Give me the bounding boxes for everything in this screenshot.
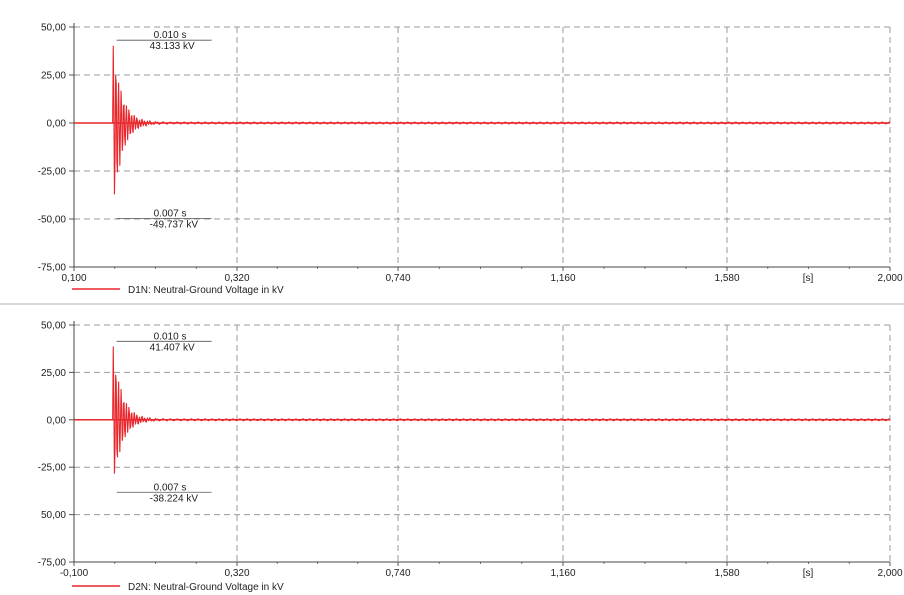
panel-divider [0,303,904,305]
y-tick-label: -50,00 [38,215,67,226]
annotation-time: 0.007 s [154,208,187,219]
annotation-value: 41.407 kV [150,342,195,353]
x-tick-label: -0,100 [60,568,89,579]
y-tick-label: -75,00 [38,263,67,274]
x-tick-label: 0,100 [61,273,86,284]
annotation-time: 0.010 s [154,30,187,41]
chart-panel-d1n: 50,00 25,00 0,00 -25,00 -50,00 -75,00 0,100 0,3… [38,23,903,297]
plot-area [74,325,890,562]
legend-label: D2N: Neutral-Ground Voltage in kV [128,582,284,593]
x-tick-label: 0,740 [385,568,410,579]
y-tick-label: -25,00 [38,463,67,474]
y-tick-label: 0,00 [47,415,67,426]
x-tick-label: 2,000 [877,568,902,579]
annotation-time: 0.007 s [154,482,187,493]
annotation-value: -38.224 kV [150,493,199,504]
y-tick-label: -75,00 [38,558,67,569]
y-tick-label: 50,00 [41,321,66,332]
y-tick-label: 25,00 [41,71,66,82]
y-tick-label: 50,00 [41,23,66,34]
y-tick-label: -25,00 [38,167,67,178]
chart-d2n-svg: 50,00 25,00 0,00 -25,00 50,00 -75,00-0,100 0,3… [38,321,903,594]
x-tick-label: 1,580 [714,273,739,284]
x-tick-label: 1,580 [714,568,739,579]
plot-area [74,27,890,267]
x-unit-label: [s] [803,568,814,579]
x-tick-label: 0,740 [385,273,410,284]
y-tick-label: 50,00 [41,510,66,521]
x-tick-label: 2,000 [877,273,902,284]
y-tick-label: 0,00 [47,119,67,130]
y-tick-label: 25,00 [41,368,66,379]
chart-d1n-svg: 50,00 25,00 0,00 -25,00 -50,00 -75,000,100 0,3… [38,23,903,297]
legend-label: D1N: Neutral-Ground Voltage in kV [128,285,284,296]
annotation-value: 43.133 kV [150,41,195,52]
x-unit-label: [s] [803,273,814,284]
annotation-value: -49.737 kV [150,219,199,230]
x-tick-label: 0,320 [224,568,249,579]
x-tick-label: 1,160 [550,568,575,579]
x-tick-label: 1,160 [550,273,575,284]
annotation-time: 0.010 s [154,331,187,342]
chart-panel-d2n: 50,00 25,00 0,00 -25,00 50,00 -75,00 -0,100 0,3… [0,305,904,595]
x-tick-label: 0,320 [224,273,249,284]
